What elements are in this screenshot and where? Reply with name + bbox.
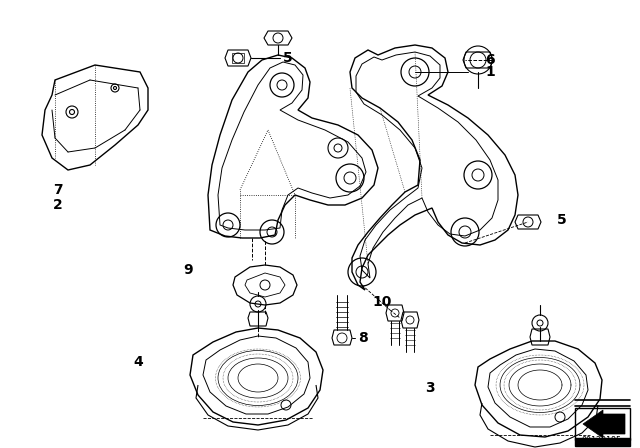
Bar xyxy=(575,438,630,446)
Text: 5: 5 xyxy=(557,213,567,227)
Text: 5: 5 xyxy=(283,51,293,65)
Bar xyxy=(575,408,630,440)
Text: 00123185: 00123185 xyxy=(582,436,622,445)
Text: 2: 2 xyxy=(53,198,63,212)
Text: 7: 7 xyxy=(53,183,63,197)
Polygon shape xyxy=(583,410,625,438)
Text: 1: 1 xyxy=(485,65,495,79)
Text: 3: 3 xyxy=(425,381,435,395)
Text: 10: 10 xyxy=(372,295,392,309)
Text: 9: 9 xyxy=(183,263,193,277)
Text: 8: 8 xyxy=(358,331,368,345)
Text: 6: 6 xyxy=(485,53,495,67)
Text: 4: 4 xyxy=(133,355,143,369)
